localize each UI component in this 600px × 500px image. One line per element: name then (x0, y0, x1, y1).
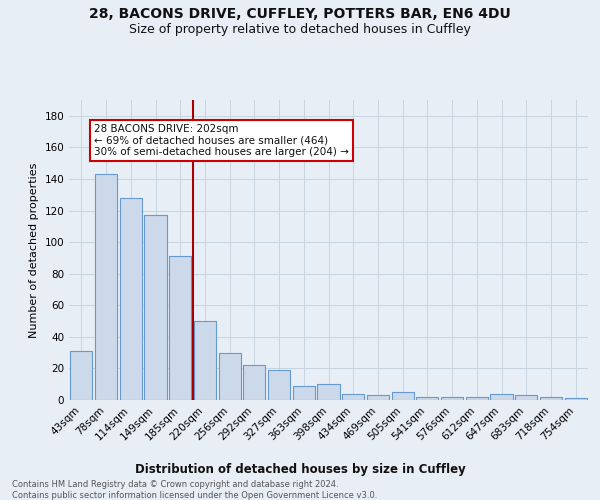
Bar (95, 174, 117, 400)
Text: 28, BACONS DRIVE, CUFFLEY, POTTERS BAR, EN6 4DU: 28, BACONS DRIVE, CUFFLEY, POTTERS BAR, … (89, 8, 511, 22)
Text: Contains public sector information licensed under the Open Government Licence v3: Contains public sector information licen… (12, 491, 377, 500)
Bar (317, 384, 340, 400)
Bar (540, 397, 562, 400)
Text: 28 BACONS DRIVE: 202sqm
← 69% of detached houses are smaller (464)
30% of semi-d: 28 BACONS DRIVE: 202sqm ← 69% of detache… (94, 124, 349, 157)
Bar (565, 398, 587, 400)
Y-axis label: Number of detached properties: Number of detached properties (29, 162, 39, 338)
Bar (119, 198, 142, 400)
Text: Distribution of detached houses by size in Cuffley: Distribution of detached houses by size … (134, 462, 466, 475)
Bar (515, 396, 538, 400)
Text: Contains HM Land Registry data © Crown copyright and database right 2024.: Contains HM Land Registry data © Crown c… (12, 480, 338, 489)
Text: Size of property relative to detached houses in Cuffley: Size of property relative to detached ho… (129, 22, 471, 36)
Bar (367, 396, 389, 400)
Bar (342, 394, 364, 400)
Bar (293, 386, 315, 400)
Bar (416, 397, 439, 400)
Bar (169, 256, 191, 400)
Bar (392, 392, 414, 400)
Bar (218, 352, 241, 400)
Bar (70, 351, 92, 400)
Bar (466, 397, 488, 400)
Bar (194, 321, 216, 400)
Bar (145, 216, 167, 400)
Bar (490, 394, 512, 400)
Bar (243, 366, 265, 400)
Bar (268, 370, 290, 400)
Bar (441, 397, 463, 400)
